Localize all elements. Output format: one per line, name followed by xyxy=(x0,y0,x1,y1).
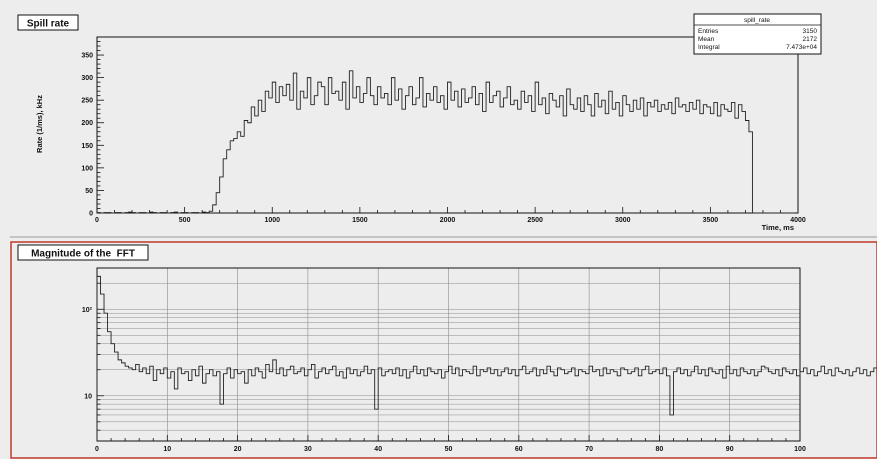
x-tick-label: 500 xyxy=(179,217,191,224)
y-tick-label: 0 xyxy=(89,211,93,218)
spill-rate-series xyxy=(96,70,795,214)
y-tick-label: 100 xyxy=(81,165,93,172)
x-tick-label: 1500 xyxy=(352,217,368,224)
spill-rate-tick-labels: 0 500 1000 1500 2000 2500 3000 3500 4000 0 50 100 15… xyxy=(81,53,806,224)
fft-title: Magnitude of the FFT xyxy=(31,249,135,260)
fft-magnitude-series xyxy=(96,275,877,441)
x-tick-label: 30 xyxy=(304,446,312,453)
y-tick-label: 10 xyxy=(84,393,92,400)
y-tick-label: 50 xyxy=(85,188,93,195)
spill-rate-y-axis-label: Rate (1/ms), kHz xyxy=(35,95,44,153)
stats-integral-label: Integral xyxy=(698,44,720,51)
x-tick-label: 90 xyxy=(726,446,734,453)
x-tick-label: 3000 xyxy=(615,217,631,224)
stats-box-title: spill_rate xyxy=(744,17,770,24)
spill-rate-x-axis-label: Time, ms xyxy=(762,223,794,232)
x-tick-label: 70 xyxy=(585,446,593,453)
x-tick-label: 80 xyxy=(656,446,664,453)
spill-rate-pad: Spill rate Rate (1/ms), kHz 0 500 1000 1500… xyxy=(10,13,877,238)
y-tick-label: 200 xyxy=(81,120,93,127)
x-tick-label: 0 xyxy=(95,217,99,224)
x-tick-label: 20 xyxy=(234,446,242,453)
stats-entries-label: Entries xyxy=(698,28,719,35)
y-tick-label: 350 xyxy=(81,53,93,60)
y-tick-label: 250 xyxy=(81,98,93,105)
stats-box: spill_rate Entries 3150 Mean 2172 Integr… xyxy=(693,13,822,55)
fft-histogram xyxy=(96,275,877,441)
stats-integral-value: 7.473e+04 xyxy=(786,44,817,51)
x-tick-label: 10 xyxy=(163,446,171,453)
x-tick-label: 60 xyxy=(515,446,523,453)
fft-pad: Magnitude of the FFT 0 10 20 30 40 50 60 70 80 90… xyxy=(10,241,877,459)
y-tick-label: 150 xyxy=(81,143,93,150)
fft-tick-labels: 0 10 20 30 40 50 60 70 80 90 100 10 10² xyxy=(82,307,806,453)
x-tick-label: 4000 xyxy=(790,217,806,224)
spill-rate-axis-ticks xyxy=(96,41,799,214)
x-tick-label: 2000 xyxy=(440,217,456,224)
fft-axis-ticks xyxy=(96,267,801,442)
x-tick-label: 0 xyxy=(95,446,99,453)
x-tick-label: 2500 xyxy=(527,217,543,224)
fft-pad-border xyxy=(10,241,877,459)
y-tick-label: 10² xyxy=(82,307,93,314)
fft-title-box: Magnitude of the FFT xyxy=(17,244,149,261)
stats-mean-label: Mean xyxy=(698,36,715,43)
spill-rate-title: Spill rate xyxy=(27,19,70,30)
x-tick-label: 50 xyxy=(445,446,453,453)
spill-rate-title-box: Spill rate xyxy=(17,14,79,31)
x-tick-label: 100 xyxy=(794,446,806,453)
x-tick-label: 3500 xyxy=(703,217,719,224)
stats-mean-value: 2172 xyxy=(803,36,818,43)
stats-entries-value: 3150 xyxy=(803,28,818,35)
spill-rate-histogram xyxy=(96,70,795,214)
fft-grid xyxy=(96,267,801,442)
x-tick-label: 1000 xyxy=(264,217,280,224)
x-tick-label: 40 xyxy=(374,446,382,453)
y-tick-label: 300 xyxy=(81,75,93,82)
